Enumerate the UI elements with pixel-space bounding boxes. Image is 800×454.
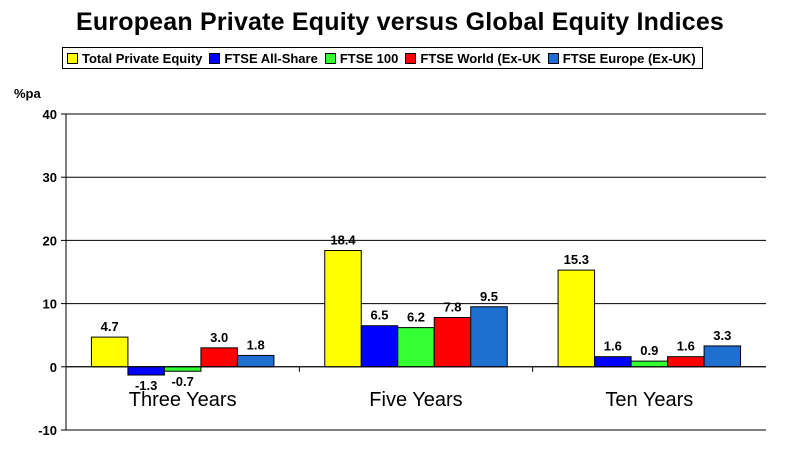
data-label: 18.4 xyxy=(330,233,356,248)
bar-ftse-100-five-years xyxy=(397,327,435,368)
legend-item-ftse-100: FTSE 100 xyxy=(324,50,399,66)
chart-title: European Private Equity versus Global Eq… xyxy=(75,8,725,36)
data-label: -1.3 xyxy=(135,378,157,393)
legend-item-ftse-europe-ex-uk: FTSE Europe (Ex-UK) xyxy=(547,50,696,66)
legend-item-total-private-equity: Total Private Equity xyxy=(67,51,202,66)
data-label: -0.7 xyxy=(171,374,193,389)
data-label: 3.0 xyxy=(210,330,228,345)
x-tick-label: Ten Years xyxy=(605,389,693,411)
legend-swatch xyxy=(67,52,78,64)
legend-swatch xyxy=(324,52,336,64)
y-tick-label: 10 xyxy=(43,297,57,312)
legend-swatch xyxy=(405,52,417,64)
y-tick-label: 20 xyxy=(43,233,57,248)
bar-ftse-world-ex-uk-three-years xyxy=(200,347,238,368)
legend-swatch xyxy=(547,52,559,64)
legend-item-ftse-all-share: FTSE All-Share xyxy=(209,50,318,66)
y-tick-label: 40 xyxy=(43,107,57,122)
legend-label: FTSE Europe (Ex-UK) xyxy=(562,50,696,66)
legend-label: FTSE 100 xyxy=(339,50,399,66)
bar-ftse-all-share-five-years xyxy=(360,325,399,368)
legend-label: FTSE World (Ex-UK xyxy=(420,50,541,66)
bar-ftse-all-share-three-years xyxy=(127,366,165,376)
data-label: 4.7 xyxy=(101,319,119,334)
bar-ftse-world-ex-uk-ten-years xyxy=(667,356,705,368)
data-label: 1.8 xyxy=(247,337,265,352)
bar-total-private-equity-five-years xyxy=(324,250,362,368)
bar-ftse-100-ten-years xyxy=(630,360,669,368)
data-label: 0.9 xyxy=(640,343,658,358)
x-tick-label: Five Years xyxy=(369,389,462,411)
legend-item-ftse-world-ex-uk: FTSE World (Ex-UK xyxy=(405,50,541,66)
x-tick-label: Three Years xyxy=(129,389,237,411)
data-label: 9.5 xyxy=(480,289,498,304)
data-label: 7.8 xyxy=(443,300,461,315)
y-tick-label: -10 xyxy=(38,423,57,438)
bar-ftse-all-share-ten-years xyxy=(594,356,632,368)
bar-total-private-equity-ten-years xyxy=(557,269,596,368)
legend-swatch xyxy=(209,52,221,64)
bar-ftse-100-three-years xyxy=(163,366,202,372)
data-label: 3.3 xyxy=(713,328,731,343)
legend-label: FTSE All-Share xyxy=(224,50,318,66)
data-label: 15.3 xyxy=(564,252,589,267)
bar-ftse-europe-ex-uk-ten-years xyxy=(703,345,742,368)
data-label: 1.6 xyxy=(604,339,622,354)
bar-ftse-world-ex-uk-five-years xyxy=(433,317,472,368)
bar-ftse-europe-ex-uk-three-years xyxy=(236,354,275,368)
y-tick-label: 30 xyxy=(43,170,57,185)
data-label: 6.5 xyxy=(370,308,388,323)
legend-label: Total Private Equity xyxy=(82,50,203,66)
data-label: 6.2 xyxy=(407,310,425,325)
y-tick-label: 0 xyxy=(50,360,57,375)
y-axis-label: %pa xyxy=(14,86,42,101)
legend: Total Private Equity FTSE All-Share FTSE 1… xyxy=(62,47,703,69)
data-label: 1.6 xyxy=(677,339,695,354)
bar-total-private-equity-three-years xyxy=(90,336,129,368)
bar-ftse-europe-ex-uk-five-years xyxy=(470,306,508,368)
